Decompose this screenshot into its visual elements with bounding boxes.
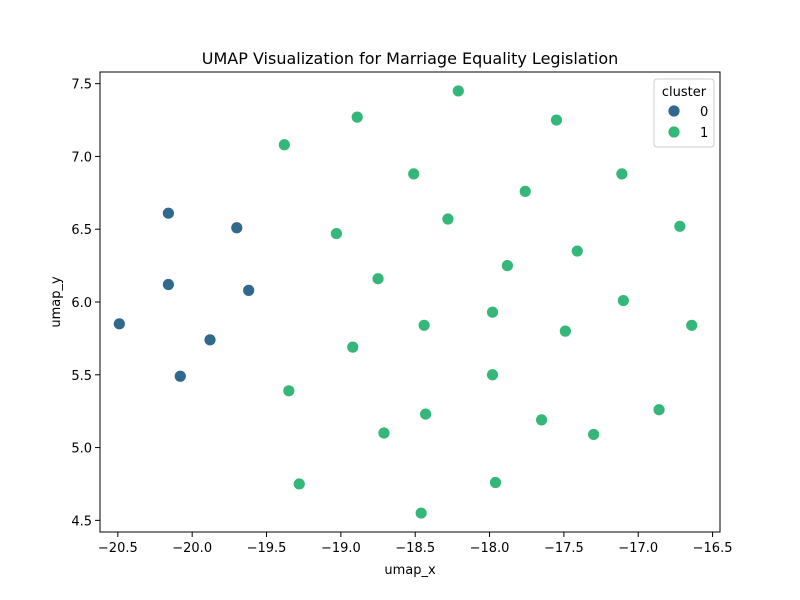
legend-entry-label: 0	[700, 105, 708, 120]
cluster-1-point	[451, 84, 465, 98]
cluster-1-point	[419, 407, 433, 421]
cluster-1-point	[441, 212, 455, 226]
cluster-1-point	[535, 413, 548, 427]
x-tick-label: −18.5	[395, 541, 435, 556]
cluster-1-point	[371, 272, 385, 286]
cluster-1-point	[615, 167, 629, 181]
legend-marker	[667, 104, 681, 118]
cluster-0-point	[112, 317, 126, 331]
cluster-1-point	[673, 219, 687, 233]
y-tick-label: 7.5	[71, 78, 92, 93]
cluster-1-point	[518, 184, 532, 198]
y-tick-label: 6.0	[71, 296, 92, 311]
cluster-0-point	[161, 206, 175, 220]
cluster-1-point	[350, 110, 364, 124]
legend: cluster 01	[653, 78, 715, 148]
legend-items: 01	[667, 104, 708, 141]
cluster-1-point	[292, 477, 306, 491]
cluster-1-point	[550, 113, 563, 127]
cluster-1-point	[330, 227, 343, 240]
legend-entry-label: 1	[700, 126, 708, 141]
y-tick-label: 5.5	[71, 369, 92, 384]
cluster-0-point	[173, 369, 187, 383]
points-layer	[112, 84, 699, 520]
cluster-0-point	[242, 283, 256, 297]
cluster-1-point	[346, 340, 360, 354]
cluster-1-point	[486, 368, 499, 382]
y-tick-label: 5.0	[71, 442, 92, 457]
cluster-1-point	[282, 384, 296, 398]
x-tick-label: −17.5	[544, 541, 584, 556]
x-tick-label: −20.0	[172, 541, 212, 556]
y-axis-ticks: 4.5 5.0 5.5 6.0 6.5 7.0 7.5	[71, 78, 100, 529]
x-tick-label: −16.5	[693, 541, 733, 556]
x-axis-label: umap_x	[384, 563, 436, 578]
cluster-1-point	[417, 318, 431, 332]
legend-marker	[667, 125, 681, 139]
cluster-1-point	[377, 426, 391, 440]
cluster-1-point	[587, 428, 601, 441]
cluster-1-point	[570, 244, 584, 258]
x-tick-label: −18.0	[470, 541, 510, 556]
cluster-1-point	[500, 259, 514, 273]
cluster-1-point	[407, 167, 421, 181]
cluster-1-point	[277, 138, 291, 152]
cluster-0-point	[203, 333, 217, 347]
y-tick-label: 6.5	[71, 223, 92, 238]
chart-title: UMAP Visualization for Marriage Equality…	[202, 49, 619, 68]
y-tick-label: 4.5	[71, 514, 92, 529]
y-axis-label: umap_y	[49, 276, 64, 328]
cluster-1-point	[486, 305, 499, 319]
x-tick-label: −17.0	[618, 541, 658, 556]
cluster-0-point	[161, 278, 175, 291]
cluster-1-point	[414, 506, 428, 520]
cluster-1-point	[489, 476, 502, 489]
cluster-1-point	[652, 403, 666, 417]
x-tick-label: −20.5	[98, 541, 138, 556]
cluster-0-point	[230, 221, 244, 235]
legend-title: cluster	[662, 85, 707, 100]
x-tick-label: −19.5	[247, 541, 287, 556]
cluster-1-point	[558, 324, 572, 338]
x-tick-label: −19.0	[321, 541, 361, 556]
x-axis-ticks: −20.5 −20.0 −19.5 −19.0 −18.5 −18.0 −17.5 −17.0…	[98, 532, 733, 556]
y-tick-label: 7.0	[71, 150, 92, 165]
cluster-1-point	[685, 318, 699, 332]
cluster-1-point	[616, 294, 630, 307]
